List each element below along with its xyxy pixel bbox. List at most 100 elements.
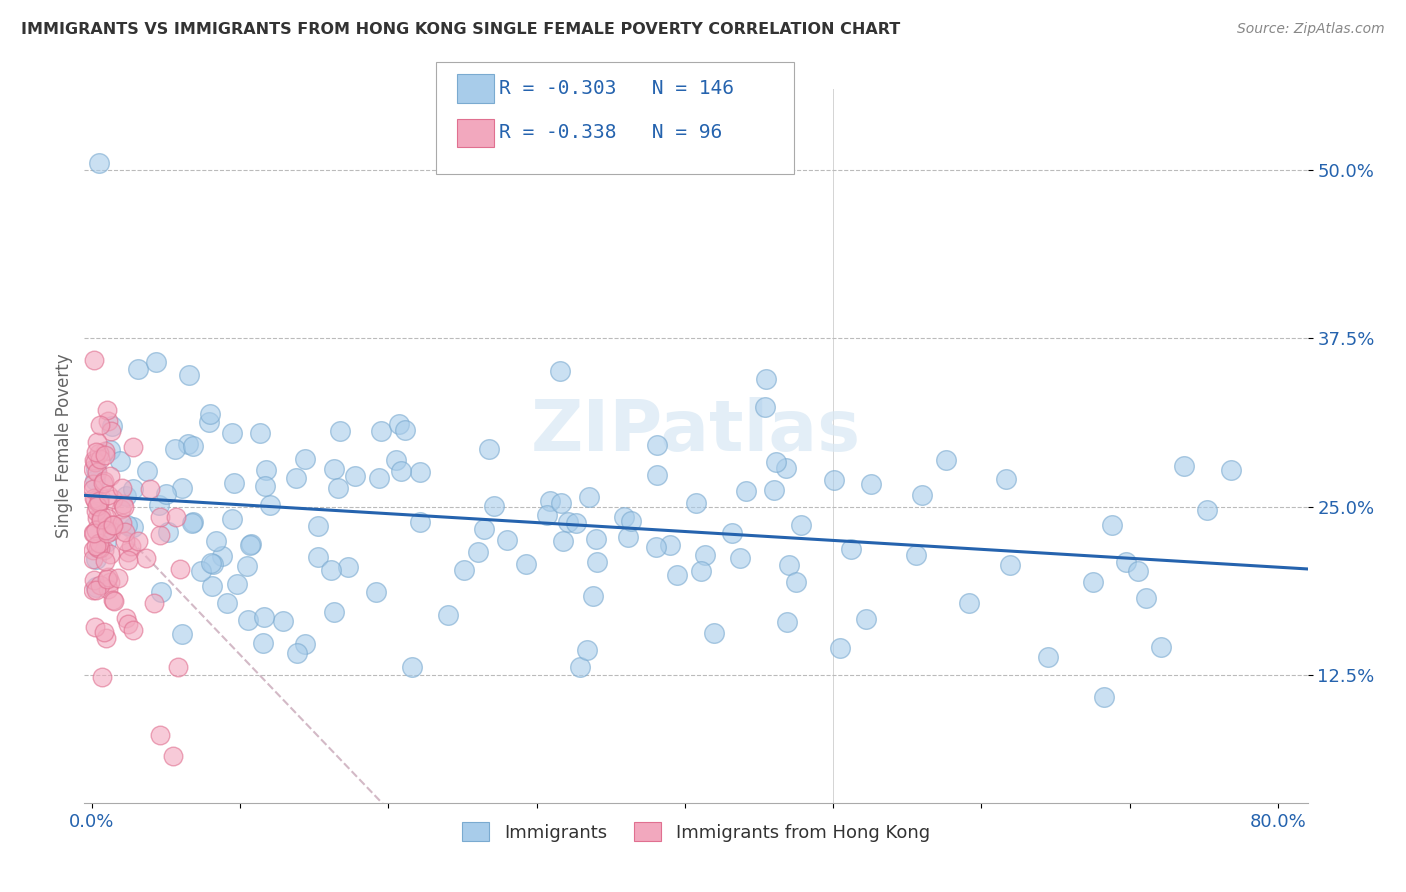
Point [735,484,758,499]
Point [254,479,277,493]
Point [344,469,367,483]
Point [285,646,308,660]
Point [911,488,934,502]
Point [401,660,423,674]
Point [202,557,225,571]
Point [117,617,139,632]
Point [98,469,121,483]
Point [155,487,177,501]
Point [391,463,413,477]
Point [582,589,605,603]
Point [86,435,108,450]
Point [84,551,107,566]
Point [169,562,191,576]
Point [384,453,406,467]
Point [658,538,681,552]
Point [197,415,219,429]
Point [285,470,308,484]
Point [323,462,346,476]
Point [329,424,352,438]
Point [823,474,845,488]
Point [114,534,136,549]
Point [762,483,785,497]
Point [90,508,112,522]
Point [613,510,636,524]
Point [224,476,246,491]
Point [87,446,110,460]
Point [127,362,149,376]
Point [143,596,166,610]
Point [165,510,187,524]
Point [82,477,104,491]
Point [830,640,852,655]
Point [98,442,121,457]
Point [122,520,145,534]
Point [96,511,118,525]
Point [96,570,118,584]
Point [84,539,107,553]
Point [259,499,281,513]
Point [515,558,537,572]
Point [100,574,122,589]
Point [93,448,115,462]
Point [96,573,118,587]
Point [236,558,259,573]
Point [148,499,170,513]
Point [394,423,416,437]
Point [368,471,391,485]
Text: R = -0.303   N = 146: R = -0.303 N = 146 [499,78,734,98]
Point [1083,574,1105,589]
Point [249,426,271,441]
Point [733,156,755,170]
Point [149,729,172,743]
Point [101,517,124,532]
Point [115,610,138,624]
Point [93,474,115,488]
Point [181,516,204,530]
Text: Source: ZipAtlas.com: Source: ZipAtlas.com [1237,22,1385,37]
Point [785,575,807,590]
Point [645,438,668,452]
Point [87,541,110,556]
Point [166,660,188,674]
Point [90,511,112,525]
Point [83,573,105,587]
Point [110,482,132,496]
Point [565,516,588,531]
Point [557,515,579,529]
Point [89,418,111,433]
Point [127,533,149,548]
Point [83,474,105,488]
Point [84,445,107,459]
Point [82,582,104,597]
Point [226,577,249,591]
Point [145,355,167,369]
Point [93,543,115,558]
Point [170,481,193,495]
Point [149,527,172,541]
Point [200,579,222,593]
Point [620,514,643,528]
Point [82,462,104,476]
Point [388,417,411,431]
Point [775,461,797,475]
Point [94,535,117,549]
Point [89,578,111,592]
Point [720,525,742,540]
Point [162,748,184,763]
Point [550,496,572,510]
Point [121,539,143,553]
Point [585,532,607,546]
Point [122,440,145,454]
Text: R = -0.338   N = 96: R = -0.338 N = 96 [499,123,723,143]
Point [328,482,350,496]
Point [170,627,193,641]
Point [149,510,172,524]
Point [117,553,139,567]
Point [307,518,329,533]
Y-axis label: Single Female Poverty: Single Female Poverty [55,354,73,538]
Point [776,615,799,629]
Point [253,610,276,624]
Point [89,541,111,555]
Point [83,353,105,368]
